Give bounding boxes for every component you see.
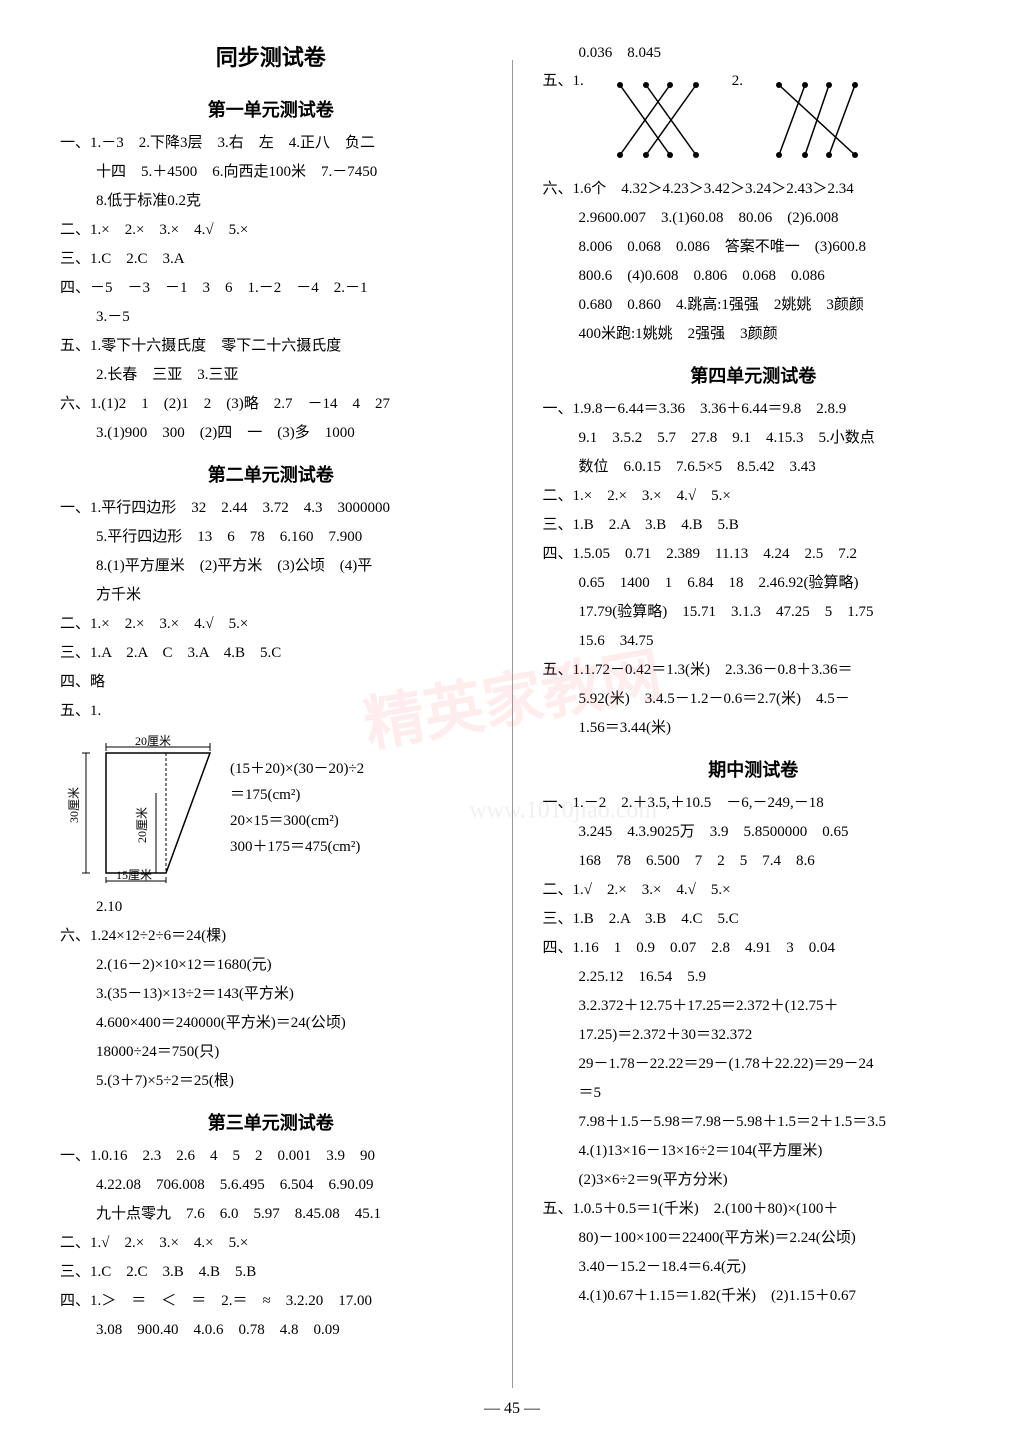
answer-text: 二、1.× 2.× 3.× 4.√ 5.× [60,611,482,638]
answer-text: 六、1.24×12÷2÷6＝24(棵) [60,923,482,950]
answer-text: 四、1.16 1 0.9 0.07 2.8 4.91 3 0.04 [543,935,965,962]
answer-text: 80)－100×100＝22400(平方米)＝2.24(公顷) [543,1225,965,1252]
answer-text: 四、1.5.05 0.71 2.389 11.13 4.24 2.5 7.2 [543,541,965,568]
answer-text: 400米跑:1姚姚 2强强 3颜颜 [543,321,965,348]
answer-text: 五、1.零下十六摄氏度 零下二十六摄氏度 [60,333,482,360]
label-five-1: 五、1. [543,73,584,89]
unit2-title: 第二单元测试卷 [60,461,482,487]
answer-text: 方千米 [60,582,482,609]
trapezoid-diagram: 20厘米 30厘米 20厘米 15厘米 (15＋20)×(30－20)÷2 [60,733,482,888]
answer-text: 2.长春 三亚 3.三亚 [60,362,482,389]
answer-text: 4.(1)0.67＋1.15＝1.82(千米) (2)1.15＋0.67 [543,1283,965,1310]
answer-text: 7.98＋1.5－5.98＝7.98－5.98＋1.5＝2＋1.5＝3.5 [543,1109,965,1136]
answer-text: 17.25)＝2.372＋30＝32.372 [543,1022,965,1049]
answer-text: 3.08 900.40 4.0.6 0.78 4.8 0.09 [60,1317,482,1344]
answer-text: 十四 5.＋4500 6.向西走100米 7.－7450 [60,159,482,186]
answer-text: 8.低于标准0.2克 [60,188,482,215]
answer-text: 4.(1)13×16－13×16÷2＝104(平方厘米) [543,1138,965,1165]
dim-bottom: 15厘米 [116,868,152,882]
answer-text: 5.92(米) 3.4.5－1.2－0.6＝2.7(米) 4.5－ [543,686,965,713]
dim-top: 20厘米 [135,734,171,748]
answer-text: 18000÷24＝750(只) [60,1039,482,1066]
answer-text: 0.65 1400 1 6.84 18 2.46.92(验算略) [543,570,965,597]
answer-text: 3.2.372＋12.75＋17.25＝2.372＋(12.75＋ [543,993,965,1020]
answer-text: 一、1.9.8－6.44＝3.36 3.36＋6.44＝9.8 2.8.9 [543,396,965,423]
answer-text: 0.036 8.045 [543,40,965,67]
page-container: 同步测试卷 第一单元测试卷 一、1.－3 2.下降3层 3.右 左 4.正八 负… [60,40,964,1408]
answer-text: 8.006 0.068 0.086 答案不唯一 (3)600.8 [543,234,965,261]
column-divider [512,60,513,1388]
answer-text: 五、1. [60,698,482,725]
calc-text: 20×15＝300(cm²) [230,813,339,829]
answer-text: 800.6 (4)0.608 0.806 0.068 0.086 [543,263,965,290]
answer-text: 数位 6.0.15 7.6.5×5 8.5.42 3.43 [543,454,965,481]
answer-text: 六、1.(1)2 1 (2)1 2 (3)略 2.7 －14 4 27 [60,391,482,418]
dim-leftin: 20厘米 [135,807,149,843]
answer-text: 8.(1)平方厘米 (2)平方米 (3)公顷 (4)平 [60,553,482,580]
answer-text: 一、1.平行四边形 32 2.44 3.72 4.3 3000000 [60,495,482,522]
answer-text: 4.600×400＝240000(平方米)＝24(公顷) [60,1010,482,1037]
answer-text: 三、1.B 2.A 3.B 4.C 5.C [543,906,965,933]
answer-text: 0.680 0.860 4.跳高:1强强 2姚姚 3颜颜 [543,292,965,319]
answer-text: 四、略 [60,669,482,696]
answer-text: 1.56＝3.44(米) [543,715,965,742]
answer-text: 3.40－15.2－18.4＝6.4(元) [543,1254,965,1281]
answer-text: 3.(1)900 300 (2)四 一 (3)多 1000 [60,420,482,447]
unit1-title: 第一单元测试卷 [60,96,482,122]
midterm-title: 期中测试卷 [543,756,965,782]
answer-text: 9.1 3.5.2 5.7 27.8 9.1 4.15.3 5.小数点 [543,425,965,452]
answer-text: 17.79(验算略) 15.71 3.1.3 47.25 5 1.75 [543,599,965,626]
answer-text: 二、1.√ 2.× 3.× 4.√ 5.× [543,877,965,904]
answer-text: 一、1.0.16 2.3 2.6 4 5 2 0.001 3.9 90 [60,1143,482,1170]
answer-text: 三、1.B 2.A 3.B 4.B 5.B [543,512,965,539]
unit3-title: 第三单元测试卷 [60,1109,482,1135]
dim-left: 30厘米 [67,787,81,823]
answer-text: 3.(35－13)×13÷2＝143(平方米) [60,981,482,1008]
answer-text: 九十点零九 7.6 6.0 5.97 8.45.08 45.1 [60,1201,482,1228]
main-title: 同步测试卷 [60,40,482,72]
answer-text: 5.(3＋7)×5÷2＝25(根) [60,1068,482,1095]
answer-text: 四、1.＞ ＝ ＜ ＝ 2.＝ ≈ 3.2.20 17.00 [60,1288,482,1315]
right-column: 0.036 8.045 五、1. 2. [543,40,965,1408]
answer-text: 2.25.12 16.54 5.9 [543,964,965,991]
answer-text: 二、1.× 2.× 3.× 4.√ 5.× [60,217,482,244]
answer-text: 168 78 6.500 7 2 5 7.4 8.6 [543,848,965,875]
answer-text: 三、1.C 2.C 3.A [60,246,482,273]
answer-text: 一、1.－2 2.＋3.5,＋10.5 －6,－249,－18 [543,790,965,817]
cross-diagram-2 [767,75,867,170]
answer-text: 二、1.× 2.× 3.× 4.√ 5.× [543,483,965,510]
answer-text: 一、1.－3 2.下降3层 3.右 左 4.正八 负二 [60,130,482,157]
cross-diagrams-row: 五、1. 2. [543,69,965,176]
trapezoid-svg: 20厘米 30厘米 20厘米 15厘米 (15＋20)×(30－20)÷2 [60,733,440,883]
answer-text: 29－1.78－22.22＝29－(1.78＋22.22)＝29－24 [543,1051,965,1078]
left-column: 同步测试卷 第一单元测试卷 一、1.－3 2.下降3层 3.右 左 4.正八 负… [60,40,482,1408]
answer-text: ＝5 [543,1080,965,1107]
answer-text: 4.22.08 706.008 5.6.495 6.504 6.90.09 [60,1172,482,1199]
answer-text: 五、1.0.5＋0.5＝1(千米) 2.(100＋80)×(100＋ [543,1196,965,1223]
unit4-title: 第四单元测试卷 [543,362,965,388]
answer-text: 2.(16－2)×10×12＝1680(元) [60,952,482,979]
answer-text: 15.6 34.75 [543,628,965,655]
answer-text: 二、1.√ 2.× 3.× 4.× 5.× [60,1230,482,1257]
calc-text: ＝175(cm²) [230,787,300,803]
cross-diagram-1 [608,75,708,170]
label-five-2: 2. [732,73,743,89]
answer-text: 五、1.1.72－0.42＝1.3(米) 2.3.36－0.8＋3.36＝ [543,657,965,684]
answer-text: 3.－5 [60,304,482,331]
calc-text: (15＋20)×(30－20)÷2 [230,761,364,777]
answer-text: 2.9600.007 3.(1)60.08 80.06 (2)6.008 [543,205,965,232]
answer-text: 5.平行四边形 13 6 78 6.160 7.900 [60,524,482,551]
page-number: — 45 — [484,1400,540,1418]
answer-text: 3.245 4.3.9025万 3.9 5.8500000 0.65 [543,819,965,846]
calc-text: 300＋175＝475(cm²) [230,839,360,855]
answer-text: 四、－5 －3 －1 3 6 1.－2 －4 2.－1 [60,275,482,302]
answer-text: 三、1.C 2.C 3.B 4.B 5.B [60,1259,482,1286]
answer-text: 三、1.A 2.A C 3.A 4.B 5.C [60,640,482,667]
answer-text: 六、1.6个 4.32＞4.23＞3.42＞3.24＞2.43＞2.34 [543,176,965,203]
answer-text: 2.10 [60,894,482,921]
answer-text: (2)3×6÷2＝9(平方分米) [543,1167,965,1194]
